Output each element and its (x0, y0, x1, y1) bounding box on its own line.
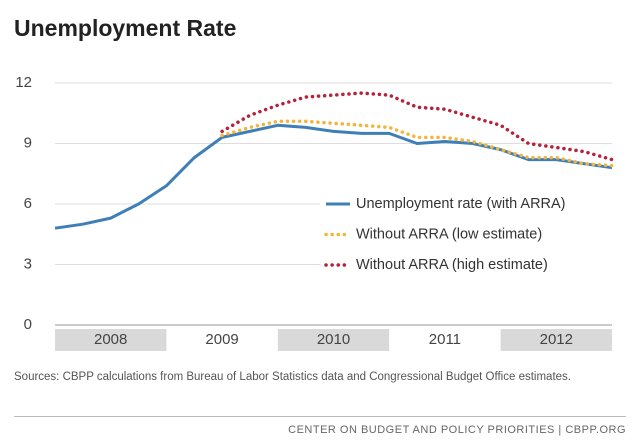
x-tick-label: 2011 (429, 331, 461, 348)
year-band (55, 329, 167, 351)
y-tick-label: 9 (24, 134, 32, 151)
x-tick-label: 2008 (94, 331, 127, 348)
y-tick-label: 3 (24, 255, 32, 272)
footer: CENTER ON BUDGET AND POLICY PRIORITIES |… (288, 424, 626, 436)
legend-bg (320, 192, 614, 216)
legend-label: Without ARRA (low estimate) (356, 226, 542, 242)
legend-bg (320, 222, 614, 247)
source-note: Sources: CBPP calculations from Bureau o… (14, 371, 571, 383)
legend-label: Without ARRA (high estimate) (356, 257, 548, 273)
chart: Unemployment Rate 2008 2009 2010 2011 2012 0 3… (14, 15, 614, 351)
legend-label: Unemployment rate (with ARRA) (356, 196, 566, 212)
x-tick-label: 2009 (205, 331, 238, 348)
y-tick-label: 6 (24, 195, 32, 212)
legend-bg (320, 253, 614, 277)
footer-rule (14, 416, 626, 417)
series-line (54, 123, 613, 230)
x-tick-label: 2010 (317, 331, 350, 348)
year-band (500, 329, 612, 351)
y-tick-label: 0 (24, 316, 32, 333)
y-tick-label: 12 (15, 74, 32, 91)
x-tick-label: 2012 (540, 331, 573, 348)
chart-title: Unemployment Rate (14, 15, 236, 41)
year-band (277, 329, 390, 351)
series-line (220, 119, 614, 168)
series-line (220, 91, 614, 162)
